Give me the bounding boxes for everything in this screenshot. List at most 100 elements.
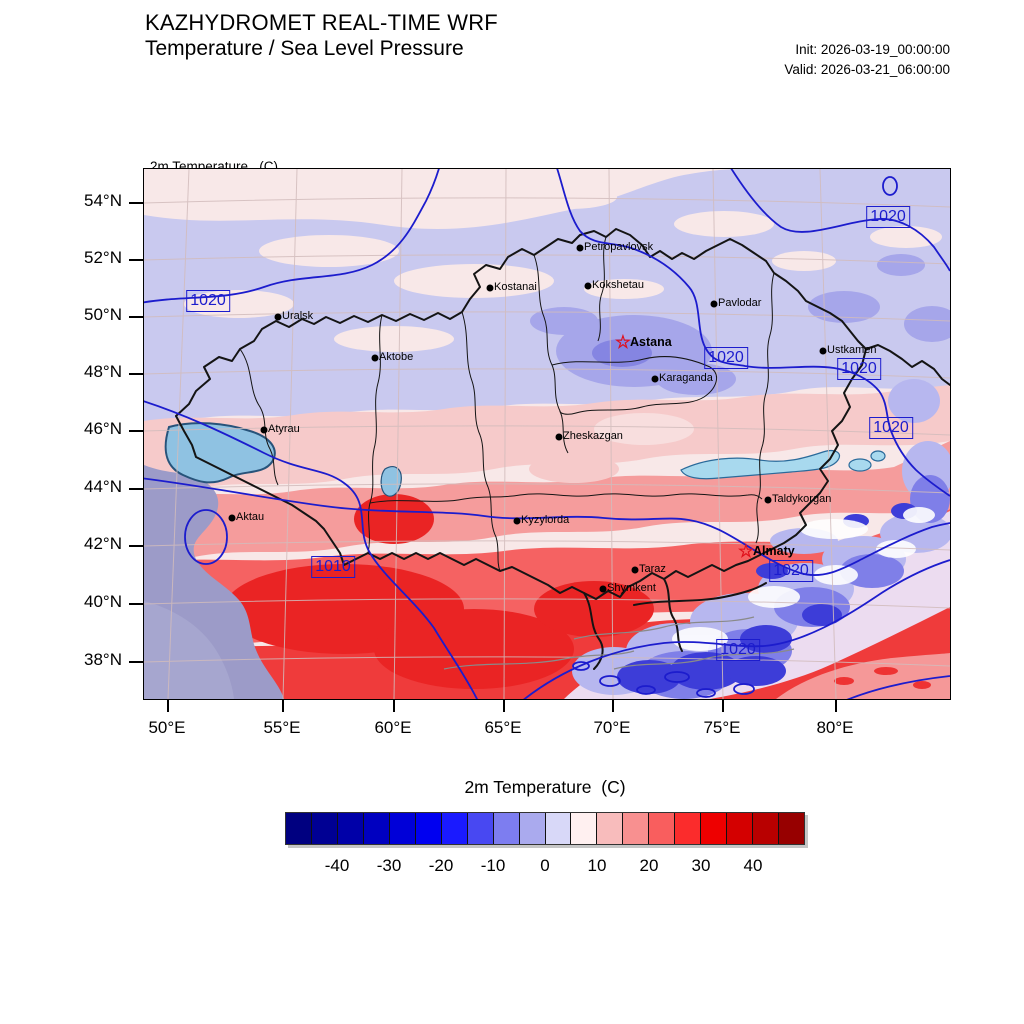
colorbar-tick-label: -10 xyxy=(480,856,506,875)
city-dot-marker xyxy=(555,433,563,441)
lon-tick-label: 75°E xyxy=(703,718,741,737)
colorbar-tick-label: 0 xyxy=(540,856,550,875)
colorbar-cell xyxy=(622,813,649,844)
colorbar-cell xyxy=(388,813,415,844)
city-star-marker: ☆ xyxy=(614,332,632,353)
pressure-contours xyxy=(144,169,950,699)
city-dot-marker xyxy=(631,566,639,574)
city-label: Aktau xyxy=(236,511,265,523)
colorbar-cell xyxy=(596,813,623,844)
pressure-contour-label: 1020 xyxy=(769,560,813,582)
lat-tick-label: 52°N xyxy=(84,248,122,267)
colorbar-cell xyxy=(440,813,467,844)
colorbar-cell xyxy=(310,813,337,844)
colorbar-cell xyxy=(570,813,597,844)
lat-tick xyxy=(129,488,143,490)
colorbar-tick-label: -30 xyxy=(376,856,402,875)
colorbar-tick-label: -40 xyxy=(324,856,350,875)
city-dot-marker xyxy=(819,347,827,355)
city-dot-marker xyxy=(371,354,379,362)
lat-tick xyxy=(129,430,143,432)
colorbar-cell xyxy=(648,813,675,844)
pressure-contour-label: 1020 xyxy=(716,639,760,661)
lat-tick xyxy=(129,259,143,261)
city-dot-marker xyxy=(513,517,521,525)
colorbar-cell xyxy=(286,813,311,844)
lon-tick-label: 80°E xyxy=(816,718,854,737)
lat-tick xyxy=(129,316,143,318)
lon-tick-label: 60°E xyxy=(374,718,412,737)
lat-tick-label: 44°N xyxy=(84,477,122,496)
city-dot-marker xyxy=(486,284,494,292)
colorbar-cell xyxy=(336,813,363,844)
colorbar-tick-label: -20 xyxy=(428,856,454,875)
lon-tick xyxy=(835,699,837,712)
page-title: KAZHYDROMET REAL-TIME WRF xyxy=(145,10,498,35)
lon-tick-label: 55°E xyxy=(263,718,301,737)
colorbar-cell xyxy=(752,813,779,844)
city-dot-marker xyxy=(764,496,772,504)
lon-tick xyxy=(722,699,724,712)
colorbar-cell xyxy=(544,813,571,844)
lat-tick-label: 46°N xyxy=(84,419,122,438)
city-label: Zheskazgan xyxy=(563,430,623,442)
city-label: Astana xyxy=(630,335,672,349)
forecast-times: Init: 2026-03-19_00:00:00 Valid: 2026-03… xyxy=(784,40,950,79)
city-label: Taldykorgan xyxy=(772,493,832,505)
lon-tick xyxy=(503,699,505,712)
temperature-field xyxy=(144,169,950,699)
colorbar-cell xyxy=(700,813,727,844)
lon-tick xyxy=(167,699,169,712)
lat-tick-label: 54°N xyxy=(84,191,122,210)
city-label: Karaganda xyxy=(659,372,713,384)
city-label: Uralsk xyxy=(282,310,314,322)
weather-map xyxy=(144,169,950,699)
colorbar-cell xyxy=(778,813,805,844)
map-overlay: Petropavlovsk Kostanai Kokshetau Pavlodar Ur… xyxy=(144,169,950,699)
init-time: Init: 2026-03-19_00:00:00 xyxy=(795,42,950,57)
city-dot-marker xyxy=(599,585,607,593)
pressure-contour-label: 1020 xyxy=(866,206,910,228)
lat-tick xyxy=(129,661,143,663)
colorbar-cell xyxy=(492,813,519,844)
lon-tick-label: 70°E xyxy=(593,718,631,737)
colorbar-cell xyxy=(518,813,545,844)
city-dot-marker xyxy=(576,244,584,252)
colorbar-tick-label: 40 xyxy=(743,856,763,875)
colorbar-labels: -40 -30 -20 -10 0 10 20 30 40 xyxy=(285,856,805,878)
pressure-contour-label: 1020 xyxy=(704,347,748,369)
city-label: Petropavlovsk xyxy=(584,241,654,253)
lat-tick xyxy=(129,373,143,375)
city-label: Shymkent xyxy=(607,582,656,594)
colorbar-tick-label: 30 xyxy=(691,856,711,875)
colorbar-cell xyxy=(726,813,753,844)
lat-tick xyxy=(129,603,143,605)
city-dot-marker xyxy=(274,313,282,321)
lat-tick xyxy=(129,545,143,547)
lat-tick-label: 50°N xyxy=(84,305,122,324)
pressure-contour-label: 1020 xyxy=(869,417,913,439)
city-label: Ustkamen xyxy=(827,344,877,356)
colorbar-cell xyxy=(362,813,389,844)
lat-tick xyxy=(129,202,143,204)
city-label: Kyzylorda xyxy=(521,514,570,526)
colorbar-tick-label: 10 xyxy=(587,856,607,875)
lat-tick-label: 38°N xyxy=(84,650,122,669)
pressure-contour-label: 1020 xyxy=(186,290,230,312)
map-frame: Petropavlovsk Kostanai Kokshetau Pavlodar Ur… xyxy=(143,168,951,700)
city-dot-marker xyxy=(584,282,592,290)
city-label: Taraz xyxy=(639,563,666,575)
city-dot-marker xyxy=(651,375,659,383)
city-label: Kostanai xyxy=(494,281,537,293)
city-dot-marker xyxy=(260,426,268,434)
city-label: Pavlodar xyxy=(718,297,762,309)
colorbar-tick-label: 20 xyxy=(639,856,659,875)
colorbar xyxy=(285,812,805,845)
city-label: Almaty xyxy=(753,544,795,558)
graticule xyxy=(144,169,950,699)
oblast-borders xyxy=(239,236,775,572)
city-label: Atyrau xyxy=(268,423,300,435)
page-subtitle: Temperature / Sea Level Pressure xyxy=(145,37,464,60)
colorbar-title: 2m Temperature (C) xyxy=(464,777,626,797)
